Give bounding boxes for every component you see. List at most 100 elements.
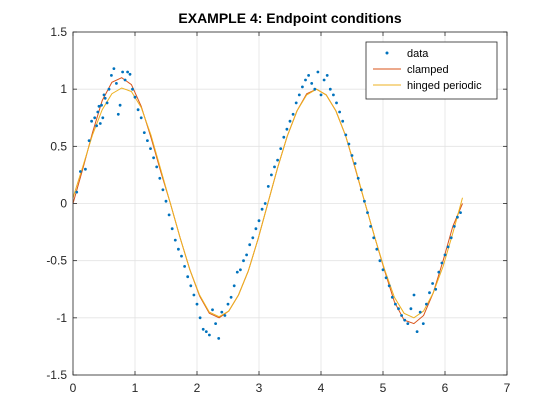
data-point [196, 303, 199, 306]
data-point [211, 308, 214, 311]
data-point [366, 211, 369, 214]
data-point [453, 225, 456, 228]
legend-label-hinged-periodic: hinged periodic [407, 80, 482, 92]
data-point [413, 294, 416, 297]
data-point [121, 71, 124, 74]
data-point [75, 191, 78, 194]
data-point [428, 291, 431, 294]
data-point [186, 275, 189, 278]
data-point [441, 262, 444, 265]
data-point [100, 104, 103, 107]
data-point [255, 227, 258, 230]
data-point [434, 288, 437, 291]
data-point [282, 136, 285, 139]
data-point [104, 97, 107, 100]
y-tick-label: 0.5 [50, 139, 67, 153]
data-point [379, 259, 382, 262]
data-point [459, 211, 462, 214]
data-point [90, 120, 93, 123]
data-point [189, 284, 192, 287]
x-tick-label: 2 [194, 381, 201, 395]
data-point [385, 276, 388, 279]
data-point [248, 243, 251, 246]
x-tick-label: 4 [318, 381, 325, 395]
x-tick-label: 6 [442, 381, 449, 395]
data-point [348, 143, 351, 146]
data-point [304, 79, 307, 82]
legend-marker-data [386, 52, 389, 55]
data-point [273, 166, 276, 169]
y-tick-label: 1.5 [50, 25, 67, 39]
data-point [341, 120, 344, 123]
data-point [162, 188, 165, 191]
data-point [236, 271, 239, 274]
data-point [93, 116, 96, 119]
data-point [106, 102, 109, 105]
data-point [217, 337, 220, 340]
data-point [88, 139, 91, 142]
data-point [351, 154, 354, 157]
data-point [165, 200, 168, 203]
y-tick-label: -1.5 [46, 368, 67, 382]
data-point [101, 116, 104, 119]
legend-label-data: data [407, 48, 429, 60]
data-point [171, 227, 174, 230]
data-point [124, 79, 127, 82]
data-point [183, 265, 186, 268]
data-point [264, 202, 267, 205]
data-point [98, 105, 101, 108]
data-point [227, 303, 230, 306]
data-point [110, 74, 113, 77]
legend-label-clamped: clamped [407, 64, 449, 76]
data-point [276, 159, 279, 162]
chart-title: EXAMPLE 4: Endpoint conditions [178, 10, 401, 26]
data-point [410, 307, 413, 310]
data-point [137, 108, 140, 111]
y-tick-label: 0 [60, 197, 67, 211]
data-point [233, 284, 236, 287]
data-point [242, 259, 245, 262]
data-point [360, 188, 363, 191]
data-point [143, 131, 146, 134]
data-point [193, 294, 196, 297]
data-point [447, 246, 450, 249]
data-point [214, 322, 217, 325]
data-point [180, 255, 183, 258]
data-point [208, 334, 211, 337]
data-point [258, 219, 261, 222]
data-point [108, 88, 111, 91]
data-point [313, 88, 316, 91]
data-point [103, 94, 106, 97]
data-point [320, 94, 323, 97]
data-point [267, 185, 270, 188]
data-point [419, 311, 422, 314]
data-point [375, 248, 378, 251]
data-point [394, 303, 397, 306]
data-point [177, 248, 180, 251]
x-tick-label: 7 [504, 381, 511, 395]
data-point [158, 177, 161, 180]
data-point [113, 67, 116, 70]
data-point [450, 236, 453, 239]
data-point [335, 102, 338, 105]
data-point [329, 88, 332, 91]
y-tick-label: -1 [56, 311, 67, 325]
data-point [295, 102, 298, 105]
data-point [286, 128, 289, 131]
data-point [431, 282, 434, 285]
data-point [174, 239, 177, 242]
legend: data clamped hinged periodic [366, 42, 497, 99]
x-tick-label: 1 [132, 381, 139, 395]
data-point [456, 216, 459, 219]
data-point [152, 156, 155, 159]
data-point [129, 73, 132, 76]
data-point [155, 166, 158, 169]
data-point [354, 162, 357, 165]
data-point [270, 174, 273, 177]
data-point [168, 214, 171, 217]
data-point [332, 94, 335, 97]
data-point [134, 96, 137, 99]
data-point [99, 122, 102, 125]
data-point [220, 311, 223, 314]
